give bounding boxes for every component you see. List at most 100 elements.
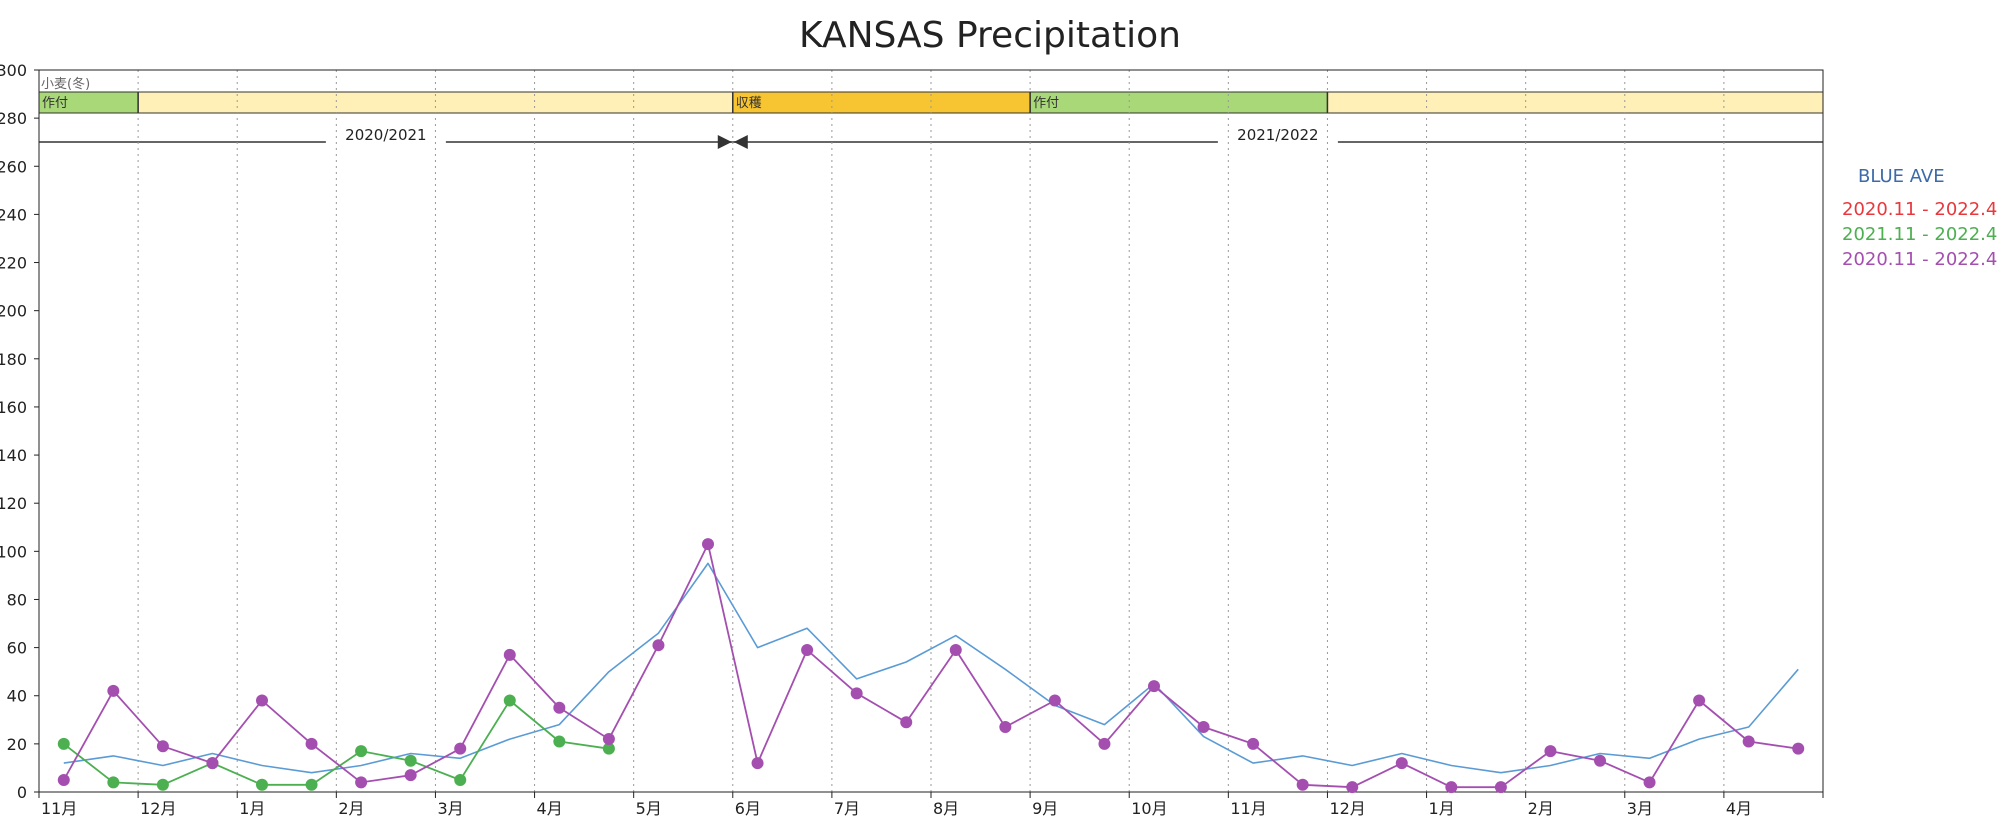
y-tick-label-1: 20 — [7, 735, 27, 754]
x-tick-label-11: 10月 — [1131, 799, 1167, 818]
series-2-point-6 — [355, 776, 368, 789]
series-2-point-33 — [1693, 694, 1706, 707]
season-label-0: 2020/2021 — [345, 126, 426, 144]
series-2-point-22 — [1148, 680, 1160, 693]
x-tick-label-6: 5月 — [636, 799, 662, 818]
season-arrow-left — [717, 135, 732, 149]
series-2-point-30 — [1544, 745, 1557, 758]
series-2-point-35 — [1792, 742, 1805, 755]
stage-label-3: 作付 — [1033, 96, 1059, 111]
y-tick-label-15: 300 — [0, 61, 27, 80]
series-2-point-19 — [999, 721, 1012, 734]
x-tick-label-12: 11月 — [1230, 799, 1266, 818]
series-2-point-26 — [1346, 781, 1359, 794]
series-2-point-3 — [206, 757, 219, 770]
series-2-point-18 — [949, 644, 962, 657]
y-tick-label-13: 260 — [0, 157, 27, 176]
stage-label-0: 作付 — [42, 96, 68, 111]
series-1-point-1 — [107, 776, 120, 789]
y-tick-label-12: 240 — [0, 205, 27, 224]
x-tick-label-3: 2月 — [338, 799, 364, 818]
x-tick-label-2: 1月 — [239, 799, 265, 818]
series-1-point-2 — [156, 778, 169, 791]
crop-label: 小麦(冬) — [41, 76, 90, 92]
series-2-point-20 — [1048, 694, 1061, 707]
x-tick-label-14: 1月 — [1429, 799, 1455, 818]
x-tick-label-7: 6月 — [735, 799, 761, 818]
series-2-point-8 — [454, 742, 467, 755]
y-tick-label-7: 140 — [0, 446, 27, 465]
series-2-point-31 — [1594, 754, 1606, 767]
series-1-point-9 — [503, 694, 516, 707]
legend-item-0: BLUE AVE — [1858, 166, 1945, 187]
stage-band-2 — [732, 91, 1031, 114]
series-1-point-8 — [454, 773, 467, 786]
series-2-point-5 — [305, 737, 318, 750]
x-tick-label-17: 4月 — [1726, 799, 1752, 818]
stage-band-4 — [1326, 91, 1824, 114]
series-line-2 — [63, 543, 1799, 789]
series-2-point-25 — [1296, 778, 1309, 791]
series-1-point-10 — [553, 735, 566, 748]
x-tick-label-8: 7月 — [834, 799, 860, 818]
x-tick-label-13: 12月 — [1329, 799, 1365, 818]
y-tick-label-0: 0 — [17, 783, 27, 802]
series-1-point-6 — [355, 745, 368, 758]
grid — [137, 70, 1725, 792]
y-tick-label-14: 280 — [0, 109, 27, 128]
stage-band-3 — [1029, 91, 1328, 114]
series-2-point-7 — [404, 769, 417, 782]
y-tick-label-5: 100 — [0, 542, 27, 561]
season-arrow-right — [733, 135, 748, 149]
series-2-point-27 — [1395, 757, 1408, 770]
series-2-point-12 — [652, 639, 665, 652]
chart-title: KANSAS Precipitation — [799, 15, 1181, 56]
y-tick-label-6: 120 — [0, 494, 27, 513]
series-2-point-4 — [256, 694, 268, 707]
series-1-point-0 — [57, 737, 70, 750]
season-label-1: 2021/2022 — [1237, 126, 1318, 144]
series-2-point-1 — [107, 684, 120, 697]
y-tick-label-3: 60 — [7, 639, 27, 658]
series-2-point-13 — [702, 538, 714, 551]
series-2-point-21 — [1098, 737, 1111, 750]
series-2-point-32 — [1643, 776, 1656, 789]
x-tick-label-4: 3月 — [437, 799, 463, 818]
axes: 0 20 40 60 80 100 120 140 160 180 200 220 240 260 280 3… — [0, 61, 1824, 818]
x-tick-label-1: 12月 — [140, 799, 176, 818]
y-tick-label-2: 40 — [7, 687, 27, 706]
x-tick-label-0: 11月 — [41, 799, 77, 818]
series-line-0 — [63, 562, 1799, 774]
series-2-point-14 — [751, 757, 764, 770]
x-tick-label-15: 2月 — [1528, 799, 1554, 818]
y-tick-label-11: 220 — [0, 254, 27, 273]
legend: BLUE AVE 2020.11 - 2022.4 2021.11 - 2022.4… — [1842, 166, 1997, 270]
series-2-point-16 — [850, 687, 863, 700]
series-1-point-4 — [256, 778, 268, 791]
stage-label-2: 収穫 — [736, 96, 762, 111]
series-2-point-2 — [156, 740, 169, 753]
y-tick-label-10: 200 — [0, 302, 27, 321]
legend-item-3: 2020.11 - 2022.4 — [1842, 249, 1997, 270]
season-label-bg-1 — [1217, 126, 1338, 154]
series-2-point-9 — [503, 648, 516, 661]
legend-item-1: 2020.11 - 2022.4 — [1842, 199, 1997, 220]
series-2-point-15 — [801, 644, 814, 657]
y-tick-label-9: 180 — [0, 350, 27, 369]
series-2-point-10 — [553, 701, 566, 714]
series-2-point-24 — [1247, 737, 1260, 750]
x-tick-label-10: 9月 — [1032, 799, 1058, 818]
series-1-point-5 — [305, 778, 318, 791]
series-2-point-17 — [900, 716, 913, 729]
x-tick-label-5: 4月 — [537, 799, 563, 818]
series-1-point-7 — [404, 754, 417, 767]
series-line-1 — [63, 699, 610, 786]
series-layer — [57, 538, 1805, 794]
series-2-point-23 — [1197, 721, 1210, 734]
series-1-point-11 — [602, 742, 615, 755]
series-2-point-29 — [1494, 781, 1507, 794]
season-label-bg-0 — [325, 126, 446, 154]
x-tick-label-9: 8月 — [933, 799, 959, 818]
